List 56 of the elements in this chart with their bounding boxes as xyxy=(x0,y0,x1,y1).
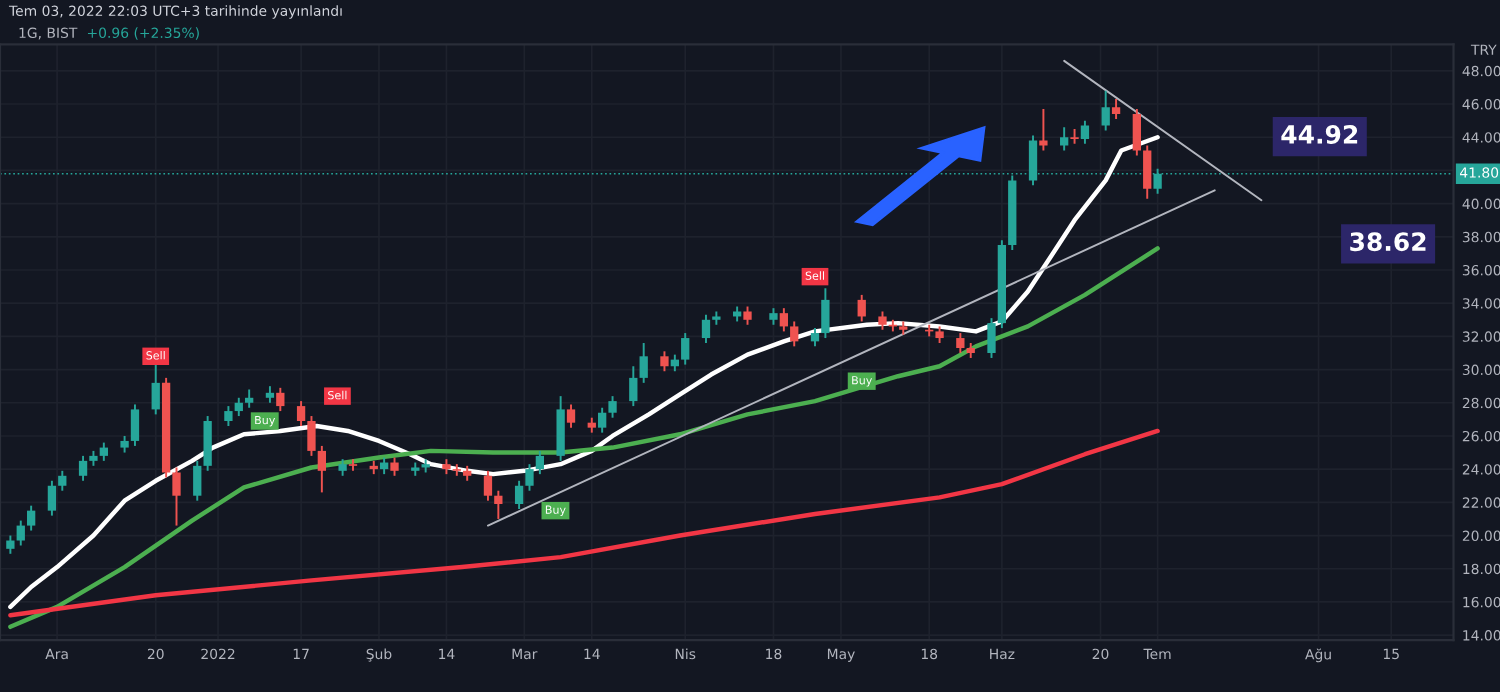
candlestick xyxy=(660,350,669,373)
line-series xyxy=(8,135,1160,610)
annotation: 44.92 xyxy=(1281,124,1358,144)
candlestick xyxy=(1143,144,1152,200)
candlestick xyxy=(296,400,306,427)
candlestick xyxy=(130,403,140,447)
candlestick xyxy=(1111,98,1121,120)
candlestick xyxy=(483,469,493,502)
candlestick xyxy=(193,459,202,502)
candlestick xyxy=(956,332,965,354)
candlestick xyxy=(639,342,648,384)
candlestick xyxy=(598,406,607,434)
candlestick xyxy=(307,415,316,457)
candlestick xyxy=(203,415,212,472)
candlestick xyxy=(1039,108,1048,152)
candlestick xyxy=(16,519,25,547)
line-series xyxy=(8,428,1160,618)
candlestick xyxy=(608,395,617,419)
candlestick xyxy=(857,293,866,323)
candlestick xyxy=(494,489,503,520)
line-series xyxy=(8,246,1160,630)
candlestick xyxy=(790,320,799,348)
candlestick xyxy=(151,360,160,416)
candlestick xyxy=(629,365,638,408)
candlestick xyxy=(172,466,181,527)
candlestick xyxy=(99,441,108,462)
candlestick xyxy=(525,463,534,492)
candlestick xyxy=(1132,108,1141,157)
candlestick xyxy=(681,332,690,366)
candlestick xyxy=(58,469,67,492)
annotation: 38.62 xyxy=(1350,232,1426,252)
candlestick xyxy=(821,287,830,340)
candlestick xyxy=(556,395,565,462)
candlestick xyxy=(245,388,254,409)
candlestick xyxy=(6,534,15,555)
candlestick xyxy=(514,479,524,510)
candlestick xyxy=(1101,89,1110,132)
candlestick xyxy=(1070,127,1079,145)
candlestick xyxy=(1080,119,1090,145)
candlestick xyxy=(317,444,326,494)
candlestick xyxy=(78,454,88,482)
candlestick xyxy=(701,313,711,344)
candlestick xyxy=(987,317,996,359)
candlestick xyxy=(743,305,752,326)
candlestick xyxy=(779,307,788,333)
candlestick xyxy=(1060,126,1069,152)
candlestick xyxy=(810,327,820,348)
candlestick xyxy=(878,310,887,331)
candlestick xyxy=(234,396,243,418)
candlestick xyxy=(276,386,285,413)
candlestick xyxy=(26,504,36,532)
candlestick xyxy=(390,456,399,477)
candlestick xyxy=(566,403,576,429)
candlestick xyxy=(535,449,545,476)
candlestick xyxy=(224,405,233,427)
candlestick xyxy=(47,479,57,517)
